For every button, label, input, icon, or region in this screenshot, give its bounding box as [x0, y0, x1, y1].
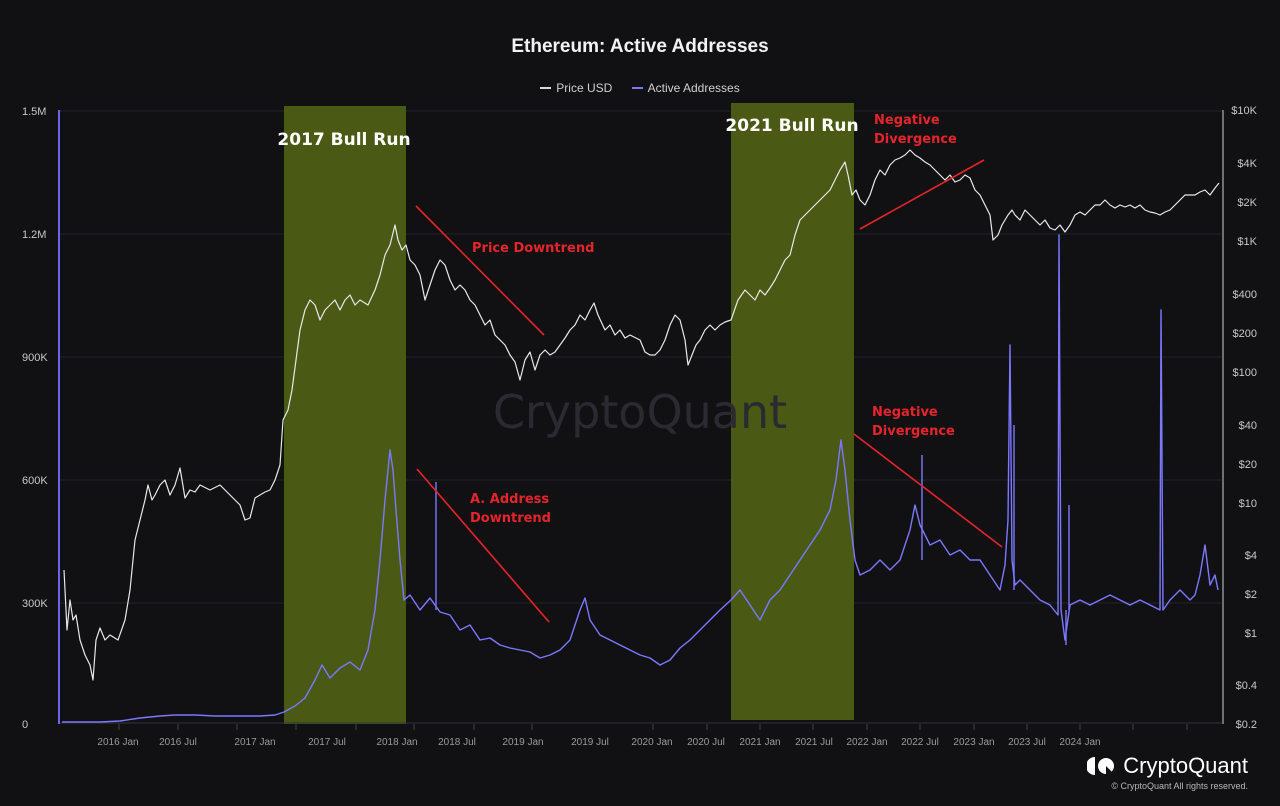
right-axis-ticks: $10K $4K $2K $1K $400 $200 $100 $40 $20 … — [1231, 105, 1257, 731]
svg-text:$1: $1 — [1245, 628, 1257, 640]
svg-text:2016 Jan: 2016 Jan — [97, 737, 138, 748]
legend: Price USD Active Addresses — [0, 78, 1280, 95]
svg-text:$1K: $1K — [1237, 236, 1257, 248]
svg-text:$0.2: $0.2 — [1236, 719, 1257, 731]
svg-text:2019 Jan: 2019 Jan — [502, 737, 543, 748]
left-axis-ticks: 1.5M 1.2M 900K 600K 300K 0 — [22, 106, 48, 731]
svg-text:900K: 900K — [22, 352, 48, 364]
svg-text:2021 Jul: 2021 Jul — [795, 737, 833, 748]
svg-text:$40: $40 — [1239, 420, 1257, 432]
active-addresses-line — [62, 234, 1219, 723]
svg-text:300K: 300K — [22, 598, 48, 610]
cryptoquant-logo: CryptoQuant — [1087, 753, 1248, 779]
svg-text:2017 Jul: 2017 Jul — [308, 737, 346, 748]
svg-text:2022 Jul: 2022 Jul — [901, 737, 939, 748]
svg-text:$20: $20 — [1239, 459, 1257, 471]
bull-run-2021-label: 2021 Bull Run — [725, 116, 858, 136]
svg-text:1.2M: 1.2M — [22, 229, 46, 241]
copyright-text: © CryptoQuant All rights reserved. — [1111, 781, 1248, 791]
svg-text:$4K: $4K — [1237, 158, 1257, 170]
svg-text:2016 Jul: 2016 Jul — [159, 737, 197, 748]
svg-text:2023 Jan: 2023 Jan — [953, 737, 994, 748]
svg-text:$100: $100 — [1233, 367, 1257, 379]
svg-text:$200: $200 — [1233, 328, 1257, 340]
svg-text:$10K: $10K — [1231, 105, 1257, 117]
svg-text:1.5M: 1.5M — [22, 106, 46, 118]
grid-lines — [60, 110, 1222, 604]
active-addresses-spikes — [435, 425, 1070, 645]
svg-text:2020 Jul: 2020 Jul — [687, 737, 725, 748]
chart-title: Ethereum: Active Addresses — [511, 36, 769, 57]
svg-text:2018 Jul: 2018 Jul — [438, 737, 476, 748]
svg-text:$4: $4 — [1245, 550, 1257, 562]
negative-divergence-price-line2: Divergence — [874, 132, 957, 147]
price-line-swatch-icon — [540, 87, 552, 89]
svg-text:$0.4: $0.4 — [1236, 680, 1257, 692]
svg-text:2023 Jul: 2023 Jul — [1008, 737, 1046, 748]
svg-text:2020 Jan: 2020 Jan — [631, 737, 672, 748]
legend-item-active-addresses[interactable]: Active Addresses — [631, 81, 740, 95]
bull-run-2017-label: 2017 Bull Run — [277, 130, 410, 150]
negative-divergence-price-line1: Negative — [874, 113, 940, 128]
address-downtrend-label-line1: A. Address — [470, 492, 549, 507]
svg-text:$2: $2 — [1245, 589, 1257, 601]
bull-run-2017-band — [284, 106, 406, 724]
price-downtrend-label: Price Downtrend — [472, 241, 594, 256]
logo-text: CryptoQuant — [1123, 753, 1248, 778]
negative-divergence-addr-line2: Divergence — [872, 424, 955, 439]
x-axis-ticks: 2016 Jan 2016 Jul 2017 Jan 2017 Jul 2018… — [97, 737, 1100, 748]
svg-text:2022 Jan: 2022 Jan — [846, 737, 887, 748]
svg-text:2018 Jan: 2018 Jan — [376, 737, 417, 748]
svg-text:2021 Jan: 2021 Jan — [739, 737, 780, 748]
price-usd-line — [63, 149, 1220, 681]
watermark: CryptoQuant — [493, 385, 787, 439]
bull-run-2021-band — [731, 103, 854, 720]
svg-text:$10: $10 — [1239, 498, 1257, 510]
legend-item-price[interactable]: Price USD — [540, 81, 612, 95]
active-addresses-swatch-icon — [631, 87, 643, 89]
legend-label-price: Price USD — [556, 81, 613, 95]
svg-text:$2K: $2K — [1237, 197, 1257, 209]
negative-divergence-addr-line1: Negative — [872, 405, 938, 420]
svg-text:$400: $400 — [1233, 289, 1257, 301]
x-tick-marks — [118, 724, 1188, 730]
svg-text:2017 Jan: 2017 Jan — [234, 737, 275, 748]
cryptoquant-logo-icon — [1087, 755, 1117, 777]
address-downtrend-label-line2: Downtrend — [470, 511, 551, 526]
trend-lines — [415, 159, 1003, 623]
svg-text:2024 Jan: 2024 Jan — [1059, 737, 1100, 748]
svg-text:2019 Jul: 2019 Jul — [571, 737, 609, 748]
svg-text:600K: 600K — [22, 475, 48, 487]
svg-text:0: 0 — [22, 719, 28, 731]
legend-label-active-addresses: Active Addresses — [647, 81, 740, 95]
